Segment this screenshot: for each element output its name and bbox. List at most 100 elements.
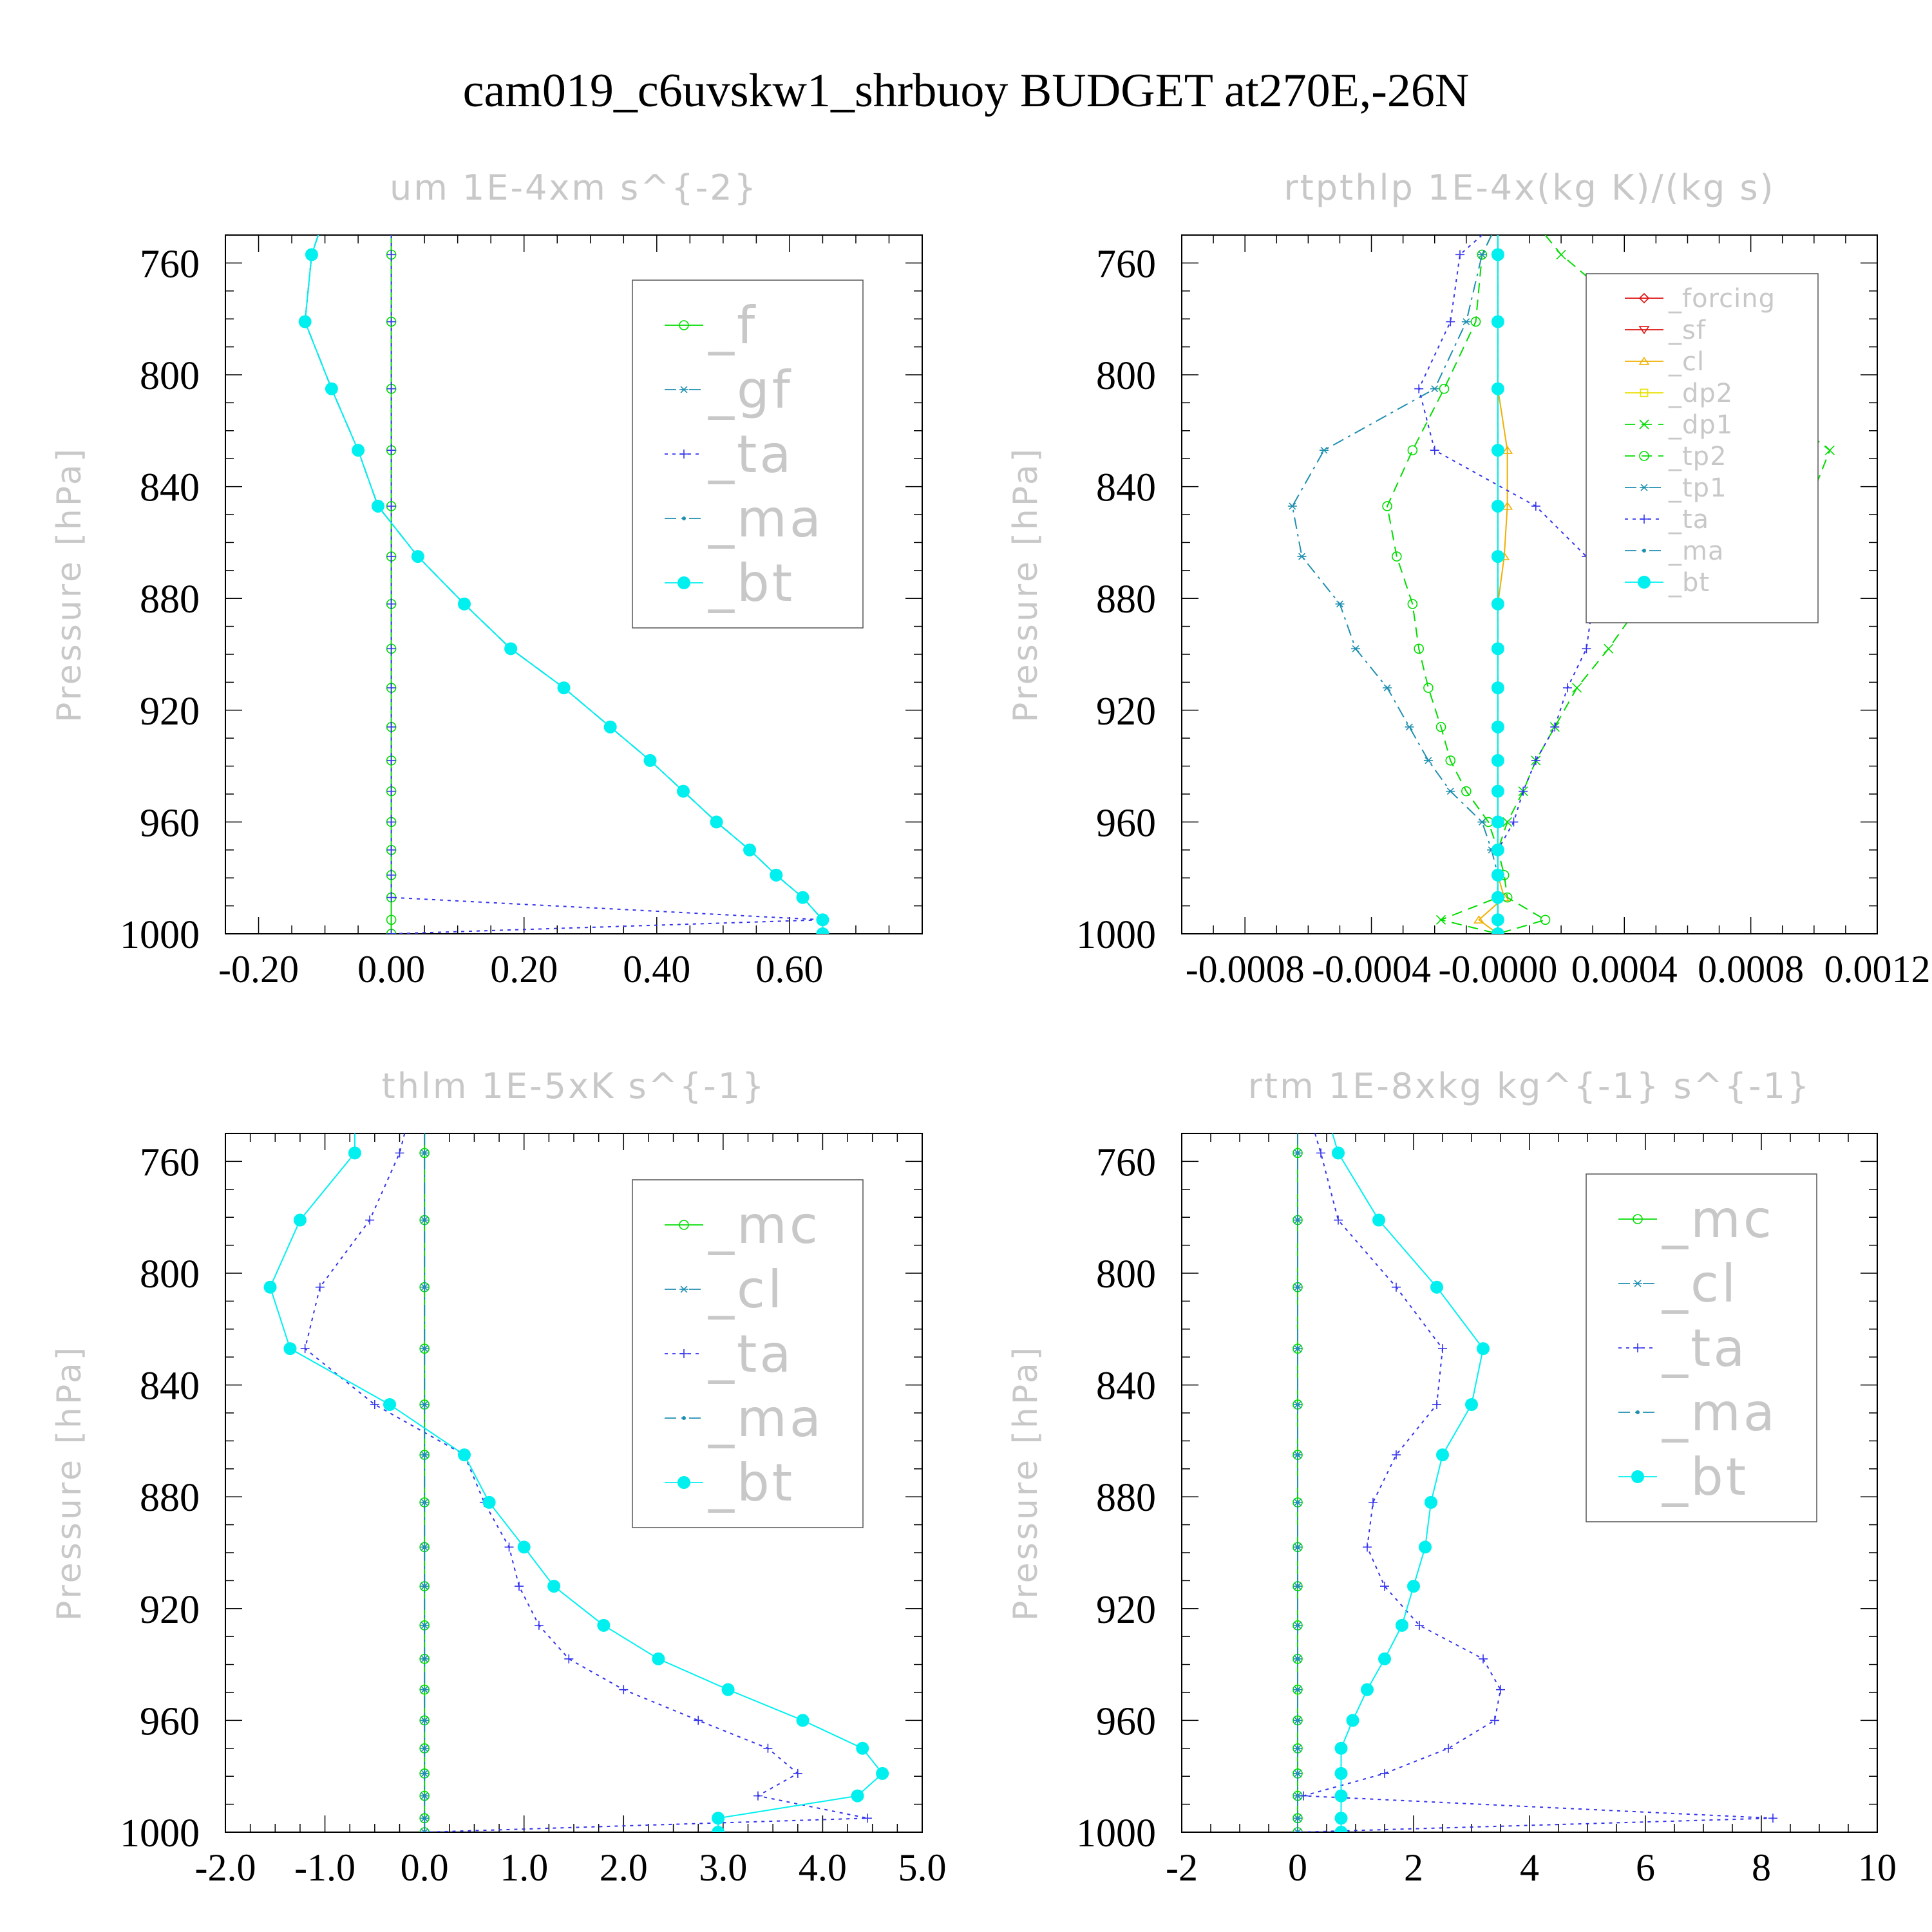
chart-panel-1: um 1E-4xm s^{-2} Pressure [hPa] 760 800 840 8… <box>50 167 923 990</box>
legend-label: _tp2 <box>1668 442 1727 471</box>
data-point-bt <box>856 1741 869 1755</box>
legend-label: _ta <box>1668 505 1709 535</box>
data-point-bt <box>352 444 365 457</box>
data-point-bt <box>712 1812 725 1825</box>
data-point-bt <box>517 1540 531 1554</box>
y-tick-label: 800 <box>1096 354 1156 398</box>
panel-title: thlm 1E-5xK s^{-1} <box>382 1066 766 1106</box>
data-point-bt <box>504 642 518 656</box>
data-point-tp2 <box>1461 786 1472 797</box>
data-point-bt <box>1419 1540 1432 1554</box>
data-point-ma <box>422 1794 427 1798</box>
legend: _f_gf_ta_ma_bt <box>632 279 864 629</box>
data-point-ma <box>1296 1453 1300 1457</box>
data-point-ma <box>1296 1584 1300 1589</box>
data-point-bt <box>457 597 471 611</box>
data-point-tp2 <box>1540 914 1551 925</box>
data-point-ma <box>1296 1656 1300 1661</box>
data-point-ta <box>564 1654 574 1663</box>
legend-marker-bt <box>677 576 690 589</box>
data-point-tp1 <box>1477 818 1487 826</box>
data-point-ma <box>1296 1816 1300 1821</box>
data-point-bt <box>1407 1580 1420 1593</box>
series-group <box>298 235 829 934</box>
data-point-bt <box>1491 597 1504 611</box>
series-line-tp2 <box>1387 235 1548 934</box>
data-point-tp2 <box>1470 316 1481 327</box>
data-point-f <box>386 914 397 925</box>
x-tick-label: -0.0000 <box>1438 948 1557 990</box>
data-point-ta <box>386 552 396 562</box>
data-point-ma <box>1296 1771 1300 1776</box>
legend-label: _bt <box>1662 1447 1748 1507</box>
data-point-tp2 <box>1392 551 1402 562</box>
data-point-bt <box>283 1342 297 1356</box>
data-point-ma <box>1296 1347 1300 1351</box>
data-point-bt <box>770 868 783 882</box>
series-group <box>263 1133 889 1832</box>
x-tick-label: 0.00 <box>357 948 425 990</box>
x-tick-label: 4 <box>1520 1846 1539 1889</box>
data-point-tp2 <box>1439 383 1450 394</box>
y-tick-label: 880 <box>1096 578 1156 621</box>
legend-label: _cl <box>708 1260 784 1320</box>
data-point-bt <box>482 1495 496 1509</box>
legend-label: _cl <box>1662 1254 1738 1314</box>
data-point-bt <box>603 720 617 734</box>
data-point-ma <box>422 1285 427 1289</box>
data-point-ta <box>386 870 396 880</box>
legend-marker-bt <box>677 1476 690 1489</box>
y-tick-label: 1000 <box>1076 913 1156 957</box>
legend-marker-gf <box>679 386 688 393</box>
y-tick-label: 1000 <box>120 913 200 957</box>
data-point-ta <box>534 1620 544 1630</box>
legend-label: _sf <box>1668 316 1706 345</box>
data-point-bt <box>1491 891 1504 904</box>
data-point-ma <box>422 1151 427 1155</box>
data-point-cl <box>1473 915 1484 923</box>
data-point-ta <box>386 786 396 796</box>
data-point-ma <box>422 1545 427 1549</box>
data-point-tp1 <box>1430 385 1439 393</box>
data-point-bt <box>1491 499 1504 513</box>
y-axis-label: Pressure [hPa] <box>50 1345 89 1621</box>
data-point-bt <box>1491 913 1504 927</box>
data-point-tp1 <box>1423 757 1433 764</box>
x-tick-label: 1.0 <box>500 1846 548 1889</box>
legend-label: _dp2 <box>1668 379 1733 408</box>
data-point-ta <box>1519 786 1528 796</box>
data-point-bt <box>816 927 829 934</box>
data-point-tp1 <box>1383 684 1392 692</box>
y-tick-label: 840 <box>140 466 200 510</box>
data-point-ta <box>619 1685 629 1694</box>
data-point-bt <box>1396 1618 1408 1632</box>
y-axis-label: Pressure [hPa] <box>50 446 89 723</box>
data-point-bt <box>643 753 657 767</box>
data-point-tp2 <box>1407 599 1418 609</box>
data-point-tp1 <box>1446 788 1455 795</box>
data-point-ma <box>1296 1151 1300 1155</box>
legend-marker-ta <box>679 450 688 459</box>
y-tick-label: 920 <box>140 690 200 734</box>
y-tick-label: 960 <box>1096 1700 1156 1743</box>
data-point-ma <box>1296 1285 1300 1289</box>
legend-marker-ma <box>682 1416 686 1420</box>
y-tick-label: 840 <box>1096 1365 1156 1408</box>
legend-marker-forcing <box>1638 292 1650 304</box>
data-point-ma <box>422 1830 427 1832</box>
legend-marker-ta <box>1633 1343 1642 1352</box>
data-point-bt <box>1491 784 1504 798</box>
legend-label: _tp1 <box>1668 473 1727 503</box>
legend-label: _ta <box>708 1324 793 1384</box>
x-tick-label: 0.20 <box>490 948 558 990</box>
data-point-bt <box>1491 815 1504 829</box>
data-point-ma <box>1296 1402 1300 1406</box>
data-point-ta <box>1392 1282 1401 1292</box>
data-point-tp1 <box>1351 645 1360 652</box>
x-tick-label: -1.0 <box>294 1846 355 1889</box>
y-tick-label: 920 <box>140 1588 200 1632</box>
data-point-ma <box>1296 1794 1300 1798</box>
data-point-bt <box>1491 843 1504 857</box>
x-tick-label: 0.60 <box>755 948 823 990</box>
